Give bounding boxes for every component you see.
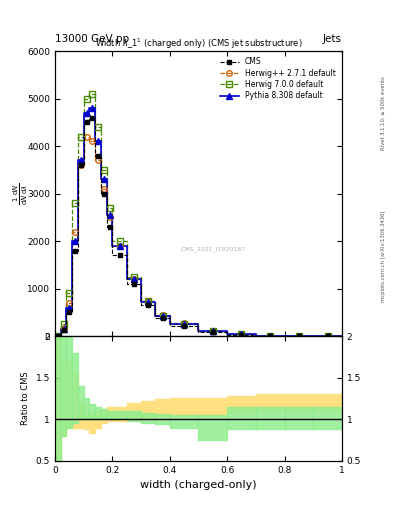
Text: Rivet 3.1.10, ≥ 500k events: Rivet 3.1.10, ≥ 500k events	[381, 76, 386, 150]
Text: $\frac{1}{\mathrm{d}N}\frac{\mathrm{d}N}{\mathrm{d}\lambda}$: $\frac{1}{\mathrm{d}N}\frac{\mathrm{d}N}…	[11, 183, 30, 205]
Text: mcplots.cern.ch [arXiv:1306.3436]: mcplots.cern.ch [arXiv:1306.3436]	[381, 210, 386, 302]
Text: Jets: Jets	[323, 33, 342, 44]
Text: 13000 GeV pp: 13000 GeV pp	[55, 33, 129, 44]
Title: Width $\lambda\_1^1$ (charged only) (CMS jet substructure): Width $\lambda\_1^1$ (charged only) (CMS…	[95, 37, 302, 51]
Y-axis label: Ratio to CMS: Ratio to CMS	[21, 372, 30, 425]
Legend: CMS, Herwig++ 2.7.1 default, Herwig 7.0.0 default, Pythia 8.308 default: CMS, Herwig++ 2.7.1 default, Herwig 7.0.…	[217, 55, 338, 102]
Text: CMS_2021_I1920187: CMS_2021_I1920187	[180, 247, 245, 252]
X-axis label: width (charged-only): width (charged-only)	[140, 480, 257, 490]
